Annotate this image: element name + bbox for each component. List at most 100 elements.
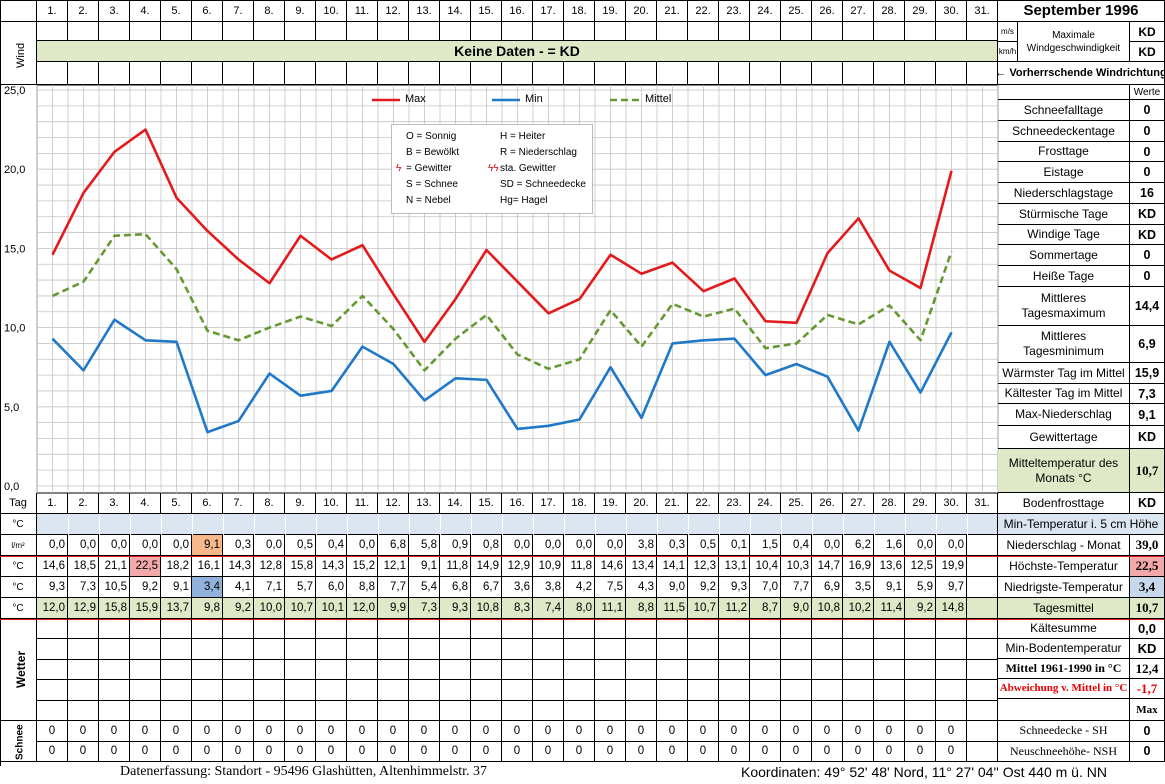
nsh-cell: 0 (68, 741, 99, 762)
wind-label-cell (0, 22, 37, 85)
col-sep (843, 514, 844, 535)
wind-empty-cell (378, 22, 409, 41)
stat-label-3: Eistage (998, 162, 1130, 183)
tag-day: 4. (130, 493, 161, 514)
day-header: 22. (688, 0, 719, 22)
mittel-cell: 8,0 (564, 598, 595, 619)
sh-cell: 0 (347, 721, 378, 742)
mittel6190-label: Mittel 1961-1990 in °C (998, 659, 1130, 679)
nsh-cell: 0 (223, 741, 254, 762)
col-sep (936, 514, 937, 535)
wetter-cell (471, 700, 502, 721)
tag-day: 25. (781, 493, 812, 514)
min-cell: 3,4 (192, 577, 223, 598)
wetter-label: Wetter (14, 650, 28, 688)
wetter-cell (812, 619, 843, 640)
wind-empty-cell (409, 22, 440, 41)
wetter-cell (843, 639, 874, 660)
min-cell: 6,8 (440, 577, 471, 598)
wetter-cell (223, 619, 254, 640)
precip-cell: 6,8 (378, 535, 409, 556)
wetter-cell (254, 659, 285, 681)
day-header: 4. (130, 0, 161, 22)
unit-precip: l/m² (0, 535, 37, 556)
tag-day: 1. (37, 493, 68, 514)
stat-value-8: 0 (1130, 266, 1165, 287)
wetter-cell (812, 659, 843, 681)
unit-kmh: km/h (998, 42, 1018, 62)
stat-value-5: KD (1130, 204, 1165, 225)
wetter-cell (223, 659, 254, 681)
mittl-min-label-2: Tagesminimum (1023, 344, 1104, 358)
stat-label-8: Heiße Tage (998, 266, 1130, 287)
sh-cell: 0 (502, 721, 533, 742)
werte-spacer (998, 85, 1130, 100)
col-sep (626, 514, 627, 535)
weather-code-left: B = Bewölkt (406, 147, 460, 158)
min5cm-label: Min-Temperatur i. 5 cm Höhe (998, 514, 1165, 535)
stat-label-1: Schneedeckentage (998, 121, 1130, 142)
day-header: 29. (905, 0, 936, 22)
col-sep (161, 514, 162, 535)
sh-cell: 0 (37, 721, 68, 742)
max-cell: 9,1 (409, 556, 440, 577)
kaeltester-label: Kältester Tag im Mittel (998, 384, 1130, 404)
min-cell: 7,3 (68, 577, 99, 598)
wetter-cell (843, 680, 874, 701)
sh-cell: 0 (192, 721, 223, 742)
nsh-cell: 0 (285, 741, 316, 762)
weather-code-right: SD = Schneedecke (500, 179, 586, 190)
max-cell: 14,6 (595, 556, 626, 577)
precip-cell: 0,4 (316, 535, 347, 556)
wind-empty-cell (533, 22, 564, 41)
weather-code-left: O = Sonnig (406, 131, 457, 142)
min-cell: 9,1 (874, 577, 905, 598)
series-line-min (51, 318, 953, 434)
max-cell: 10,3 (781, 556, 812, 577)
max_nied-label: Max-Niederschlag (998, 404, 1130, 426)
niedrigste-label: Niedrigste-Temperatur (998, 577, 1130, 598)
precip-cell: 0,4 (781, 535, 812, 556)
max-cell: 19,9 (936, 556, 967, 577)
day-header: 10. (316, 0, 347, 22)
wetter-cell (657, 700, 688, 721)
mittel-cell: 7,3 (409, 598, 440, 619)
wetter-cell (316, 619, 347, 640)
min-cell: 5,9 (905, 577, 936, 598)
legend-min: Min (525, 93, 543, 105)
wetter-cell (68, 639, 99, 660)
mittel-cell: 12,0 (347, 598, 378, 619)
precip-cell: 0,0 (812, 535, 843, 556)
max-cell: 16,1 (192, 556, 223, 577)
wetter-cell (378, 639, 409, 660)
precip-cell: 0,0 (37, 535, 68, 556)
wetter-cell (564, 659, 595, 681)
nsh-cell: 0 (378, 741, 409, 762)
mittel-cell: 11,1 (595, 598, 626, 619)
wind-empty-cell (130, 22, 161, 41)
nsh-cell: 0 (99, 741, 130, 762)
day-header: 8. (254, 0, 285, 22)
wetter-cell (533, 619, 564, 640)
max-cell: 11,8 (440, 556, 471, 577)
mittel-cell: 10,8 (812, 598, 843, 619)
col-sep (564, 514, 565, 535)
col-sep (905, 514, 906, 535)
wind-empty-cell (68, 22, 99, 41)
hoechste-value: 22,5 (1130, 556, 1165, 577)
precip-cell: 0,5 (688, 535, 719, 556)
wind-empty-cell (440, 22, 471, 41)
nsh-cell: 0 (626, 741, 657, 762)
tag-day: 8. (254, 493, 285, 514)
col-sep (471, 514, 472, 535)
mitteltemp-label-1: Mitteltemperatur des (1008, 455, 1119, 470)
wetter-cell (874, 659, 905, 681)
wetter-cell (130, 659, 161, 681)
wetter-cell (440, 639, 471, 660)
col-sep (440, 514, 441, 535)
max-cell: 18,5 (68, 556, 99, 577)
wetter-cell (502, 619, 533, 640)
mittel-cell: 9,2 (905, 598, 936, 619)
abweichung-label: Abweichung v. Mittel in °C (998, 679, 1130, 699)
precip-cell: 0,0 (68, 535, 99, 556)
